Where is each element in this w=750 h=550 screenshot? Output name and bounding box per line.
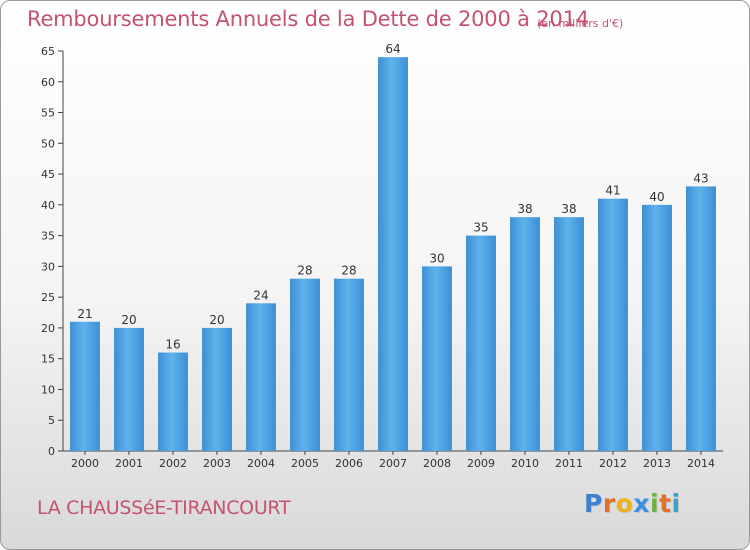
place-name: LA CHAUSSéE-TIRANCOURT xyxy=(37,497,291,519)
bar xyxy=(642,204,672,451)
x-tick-label: 2004 xyxy=(247,457,275,470)
data-label: 28 xyxy=(341,264,356,278)
logo-letter: x xyxy=(633,489,650,518)
data-label: 43 xyxy=(693,171,708,185)
proxiti-logo: Proxiti xyxy=(584,489,681,518)
y-tick-label: 25 xyxy=(41,291,55,304)
bar xyxy=(686,186,716,451)
bar xyxy=(378,57,408,452)
y-tick-label: 30 xyxy=(41,260,55,273)
data-label: 30 xyxy=(429,251,444,265)
x-tick-label: 2008 xyxy=(423,457,451,470)
bar xyxy=(554,217,584,451)
x-tick-label: 2005 xyxy=(291,457,319,470)
data-label: 20 xyxy=(121,313,136,327)
bar xyxy=(246,303,276,451)
logo-letter: t xyxy=(659,489,672,518)
y-tick-label: 60 xyxy=(41,76,55,89)
x-tick-label: 2011 xyxy=(555,457,583,470)
data-label: 38 xyxy=(561,202,576,216)
data-label: 35 xyxy=(473,221,488,235)
data-label: 16 xyxy=(165,338,180,352)
y-tick-label: 5 xyxy=(48,414,55,427)
bar xyxy=(466,235,496,451)
x-tick-label: 2010 xyxy=(511,457,539,470)
y-tick-label: 10 xyxy=(41,383,55,396)
bar xyxy=(70,321,100,451)
y-tick-label: 35 xyxy=(41,230,55,243)
x-tick-label: 2000 xyxy=(71,457,99,470)
y-tick-label: 20 xyxy=(41,322,55,335)
x-tick-label: 2001 xyxy=(115,457,143,470)
x-tick-label: 2013 xyxy=(643,457,671,470)
data-label: 40 xyxy=(649,190,664,204)
y-tick-label: 50 xyxy=(41,137,55,150)
y-tick-label: 40 xyxy=(41,199,55,212)
logo-letter: i xyxy=(650,489,660,518)
x-tick-label: 2009 xyxy=(467,457,495,470)
x-tick-label: 2012 xyxy=(599,457,627,470)
chart-subtitle: (en milliers d'€) xyxy=(537,17,624,30)
y-tick-label: 15 xyxy=(41,353,55,366)
data-label: 38 xyxy=(517,202,532,216)
data-label: 24 xyxy=(253,288,268,302)
bar xyxy=(510,217,540,451)
x-tick-label: 2002 xyxy=(159,457,187,470)
bar xyxy=(598,198,628,451)
bar xyxy=(114,327,144,451)
data-label: 21 xyxy=(77,307,92,321)
logo-letter: o xyxy=(615,489,634,518)
y-tick-label: 55 xyxy=(41,107,55,120)
chart-labels: 21 20 16 20 24 28 28 64 30 35 38 38 41 40 43 xyxy=(77,42,708,351)
logo-letter: P xyxy=(584,489,603,518)
y-tick-label: 65 xyxy=(41,45,55,58)
data-label: 41 xyxy=(605,184,620,198)
bar xyxy=(422,266,452,451)
chart-bars xyxy=(70,57,716,452)
bar xyxy=(290,278,320,451)
bar xyxy=(158,352,188,451)
y-tick-label: 45 xyxy=(41,168,55,181)
data-label: 28 xyxy=(297,264,312,278)
chart-axes: 0 5 10 15 20 25 30 35 40 45 50 55 60 65 2000 2001 2002 20… xyxy=(41,45,723,470)
chart-title: Remboursements Annuels de la Dette de 20… xyxy=(27,7,589,31)
x-tick-label: 2007 xyxy=(379,457,407,470)
x-tick-label: 2006 xyxy=(335,457,363,470)
data-label: 64 xyxy=(385,42,400,56)
logo-letter: r xyxy=(602,489,616,518)
logo-letter: i xyxy=(671,489,681,518)
x-tick-label: 2003 xyxy=(203,457,231,470)
x-tick-label: 2014 xyxy=(687,457,715,470)
bar xyxy=(202,327,232,451)
data-label: 20 xyxy=(209,313,224,327)
bar xyxy=(334,278,364,451)
y-tick-label: 0 xyxy=(48,445,55,458)
